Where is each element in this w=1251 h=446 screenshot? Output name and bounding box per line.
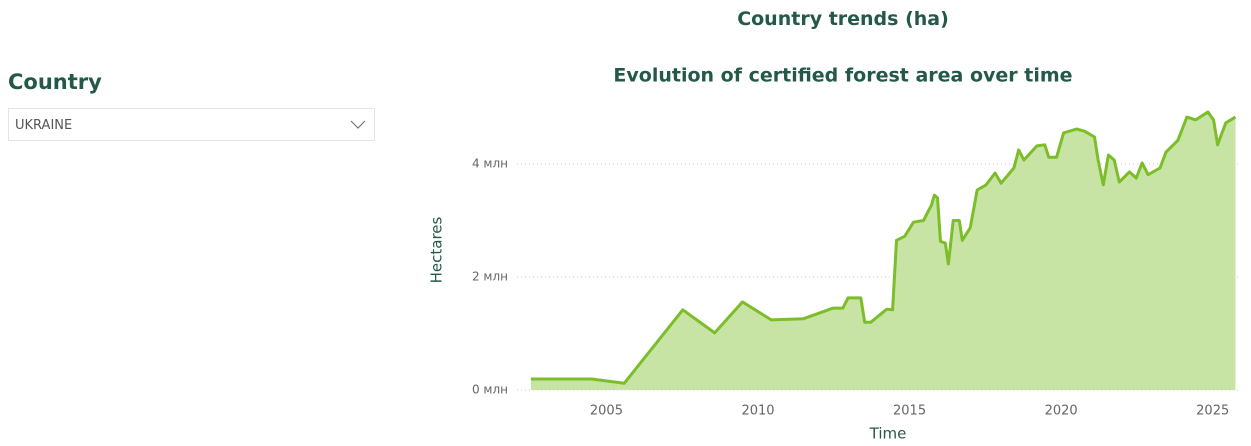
area-line xyxy=(530,110,1237,385)
y-tick-label: 4 млн xyxy=(472,157,508,171)
x-tick-label: 2015 xyxy=(893,404,926,419)
filter-label: Country xyxy=(8,70,102,94)
x-tick-label: 2020 xyxy=(1045,404,1078,419)
chevron xyxy=(350,120,366,129)
country-dropdown[interactable]: UKRAINE xyxy=(8,108,375,141)
page-heading: Country trends (ha) xyxy=(737,8,949,30)
chart-title: Evolution of certified forest area over … xyxy=(613,65,1072,87)
y-axis-label: Hectares xyxy=(428,216,446,283)
x-tick-label: 2005 xyxy=(590,404,623,419)
area-fill xyxy=(530,112,1236,390)
y-tick-label: 2 млн xyxy=(472,270,508,284)
x-tick-label: 2025 xyxy=(1196,404,1229,419)
y-tick-label: 0 млн xyxy=(472,383,508,397)
x-axis-label: Time xyxy=(869,425,907,443)
dropdown-value: UKRAINE xyxy=(15,118,73,133)
x-tick-label: 2010 xyxy=(741,404,774,419)
